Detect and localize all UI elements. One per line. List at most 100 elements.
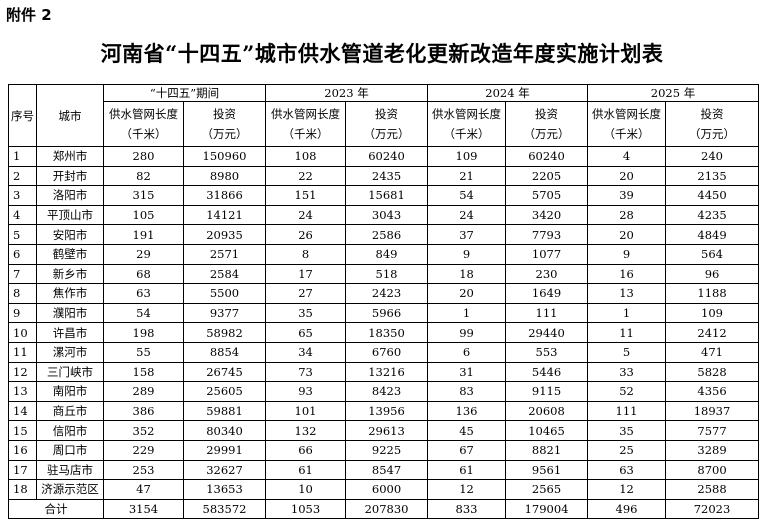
total-cell: 3154 (103, 498, 184, 520)
value-cell: 18 (427, 263, 507, 285)
value-cell: 82 (103, 165, 184, 187)
value-cell: 24 (427, 204, 507, 226)
value-cell: 39 (587, 185, 667, 206)
corner-header: 城市 (36, 84, 104, 147)
value-cell: 2584 (182, 263, 267, 285)
value-cell: 518 (345, 263, 429, 285)
value-cell: 108 (265, 146, 347, 167)
city: 驻马店市 (36, 459, 104, 481)
value-cell: 14121 (182, 204, 267, 226)
city: 三门峡市 (36, 361, 104, 383)
value-cell: 8 (265, 243, 347, 265)
value-cell: 105 (103, 204, 184, 226)
data-row: 14 商丘市 386 59881 101 13956 136 20608 111 18937 (8, 400, 760, 422)
value-cell: 63 (587, 459, 667, 481)
value-cell: 73 (265, 361, 347, 383)
value-cell: 229 (103, 439, 184, 461)
value-cell: 2205 (505, 165, 589, 187)
row-number: 11 (8, 341, 37, 363)
invest-label: 投资 (700, 107, 724, 121)
length-unit: （千米） (603, 127, 650, 141)
city: 漯河市 (36, 341, 104, 363)
data-row: 6 鹤壁市 29 2571 8 849 9 1077 9 564 (8, 243, 760, 265)
group-header: 2023 年 (265, 84, 429, 102)
value-cell: 2412 (665, 322, 760, 343)
value-cell: 34 (265, 341, 347, 363)
city: 信阳市 (36, 420, 104, 441)
value-cell: 4235 (665, 204, 760, 226)
value-cell: 132 (265, 420, 347, 441)
value-cell: 8547 (345, 459, 429, 481)
value-cell: 5 (587, 341, 667, 363)
length-header: 供水管网长度 （千米） (265, 101, 347, 147)
row-number: 2 (8, 165, 37, 187)
value-cell: 1 (587, 302, 667, 324)
header-row: 序号 城市 “十四五”期间 2023 年 2024 年 2025 年 (8, 84, 760, 147)
city: 焦作市 (36, 283, 104, 304)
value-cell: 17 (265, 263, 347, 285)
value-cell: 28 (587, 204, 667, 226)
total-cell: 72023 (665, 498, 760, 520)
value-cell: 25 (587, 439, 667, 461)
city: 周口市 (36, 439, 104, 461)
document-title: 河南省“十四五”城市供水管道老化更新改造年度实施计划表 (100, 41, 664, 66)
value-cell: 20 (427, 283, 507, 304)
row-number: 13 (8, 381, 37, 402)
row-number: 6 (8, 243, 37, 265)
value-cell: 7793 (505, 224, 589, 245)
city: 平顶山市 (36, 204, 104, 226)
length-unit: （千米） (282, 127, 329, 141)
value-cell: 59881 (182, 400, 267, 422)
value-cell: 2135 (665, 165, 760, 187)
value-cell: 29 (103, 243, 184, 265)
table-body: 1 郑州市 280 150960 108 60240 109 60240 4 240 2 开封市 82 8… (8, 146, 760, 520)
value-cell: 9 (587, 243, 667, 265)
value-cell: 6 (427, 341, 507, 363)
row-number: 17 (8, 459, 37, 481)
value-cell: 13956 (345, 400, 429, 422)
value-cell: 4 (587, 146, 667, 167)
row-number: 12 (8, 361, 37, 383)
data-row: 13 南阳市 289 25605 93 8423 83 9115 52 4356 (8, 381, 760, 402)
corner-header: 序号 (8, 84, 37, 147)
value-cell: 15681 (345, 185, 429, 206)
length-unit: （千米） (120, 127, 167, 141)
value-cell: 2565 (505, 479, 589, 500)
value-cell: 65 (265, 322, 347, 343)
value-cell: 2586 (345, 224, 429, 245)
value-cell: 45 (427, 420, 507, 441)
value-cell: 5446 (505, 361, 589, 383)
total-cell: 833 (427, 498, 507, 520)
value-cell: 553 (505, 341, 589, 363)
value-cell: 6760 (345, 341, 429, 363)
length-unit: （千米） (443, 127, 490, 141)
value-cell: 52 (587, 381, 667, 402)
invest-header: 投资 （万元） (182, 101, 267, 147)
value-cell: 9377 (182, 302, 267, 324)
data-row: 15 信阳市 352 80340 132 29613 45 10465 35 7577 (8, 420, 760, 441)
value-cell: 352 (103, 420, 184, 441)
value-cell: 315 (103, 185, 184, 206)
data-row: 10 许昌市 198 58982 65 18350 99 29440 11 2412 (8, 322, 760, 343)
value-cell: 96 (665, 263, 760, 285)
value-cell: 9225 (345, 439, 429, 461)
value-cell: 18350 (345, 322, 429, 343)
row-number: 3 (8, 185, 37, 206)
value-cell: 3043 (345, 204, 429, 226)
value-cell: 1188 (665, 283, 760, 304)
group-header: “十四五”期间 (102, 84, 267, 102)
value-cell: 849 (345, 243, 429, 265)
value-cell: 54 (427, 185, 507, 206)
invest-label: 投资 (535, 107, 559, 121)
value-cell: 31866 (182, 185, 267, 206)
value-cell: 386 (103, 400, 184, 422)
value-cell: 253 (103, 459, 184, 481)
city: 商丘市 (36, 400, 104, 422)
total-cell: 207830 (345, 498, 429, 520)
invest-header: 投资 （万元） (665, 101, 760, 147)
value-cell: 10 (265, 479, 347, 500)
row-number: 8 (8, 283, 37, 304)
value-cell: 158 (103, 361, 184, 383)
city: 济源示范区 (36, 479, 104, 500)
row-number: 1 (8, 146, 37, 167)
